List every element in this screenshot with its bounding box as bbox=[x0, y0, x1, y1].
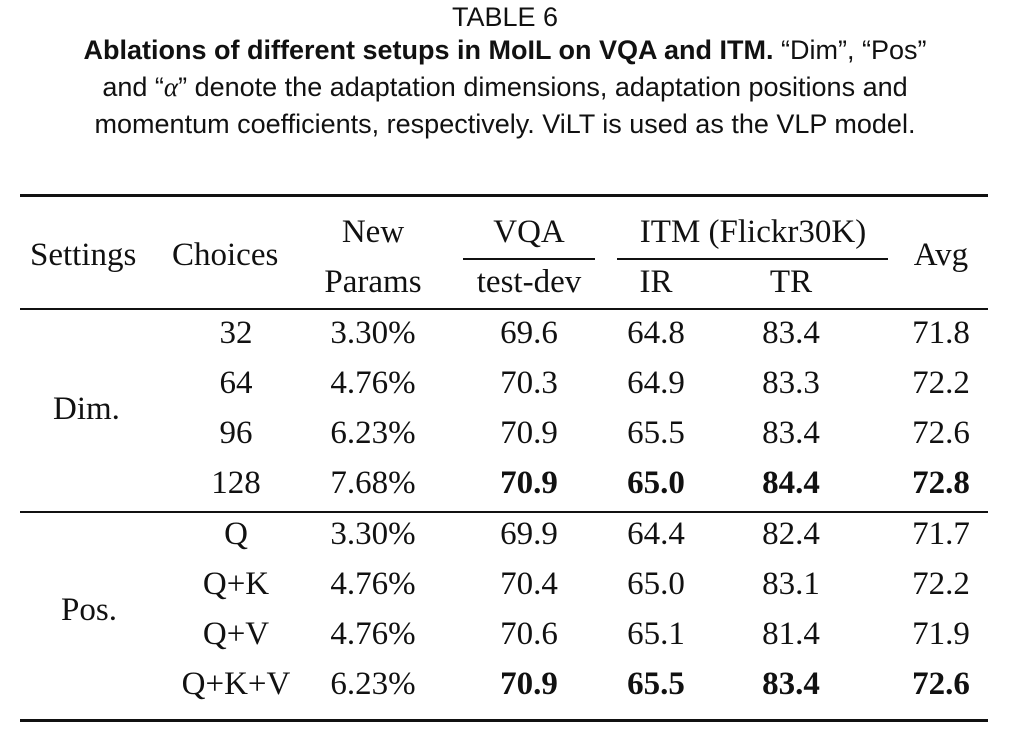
header-avg: Avg bbox=[913, 237, 969, 273]
group-separator-rule bbox=[20, 511, 988, 513]
table-caption: TABLE 6 Ablations of different setups in… bbox=[0, 0, 1010, 143]
cell-vqa: 70.9 bbox=[500, 666, 558, 702]
bottom-rule bbox=[20, 719, 988, 722]
cell-params: 6.23% bbox=[330, 415, 416, 451]
vqa-underline bbox=[463, 258, 595, 260]
header-test-dev: test-dev bbox=[476, 264, 582, 300]
cell-vqa: 69.6 bbox=[500, 315, 558, 351]
cell-choice: 128 bbox=[211, 465, 261, 501]
group-label-dim: Dim. bbox=[53, 391, 120, 427]
cell-params: 3.30% bbox=[330, 315, 416, 351]
caption-line2-pre: and “ bbox=[102, 72, 164, 102]
header-params: Params bbox=[324, 264, 422, 300]
cell-params: 6.23% bbox=[330, 666, 416, 702]
header-new: New bbox=[341, 214, 405, 250]
top-rule bbox=[20, 194, 988, 197]
cell-vqa: 70.3 bbox=[500, 365, 558, 401]
cell-ir: 64.4 bbox=[627, 516, 685, 552]
cell-vqa: 70.9 bbox=[500, 465, 558, 501]
cell-avg: 71.9 bbox=[912, 616, 970, 652]
cell-ir: 65.0 bbox=[627, 465, 685, 501]
cell-avg: 72.6 bbox=[912, 666, 970, 702]
cell-vqa: 70.6 bbox=[500, 616, 558, 652]
cell-tr: 84.4 bbox=[762, 465, 820, 501]
header-tr: TR bbox=[769, 264, 813, 300]
cell-ir: 65.1 bbox=[627, 616, 685, 652]
cell-avg: 72.2 bbox=[912, 365, 970, 401]
itm-underline bbox=[617, 258, 888, 260]
group-label-pos: Pos. bbox=[61, 592, 117, 628]
cell-avg: 72.2 bbox=[912, 566, 970, 602]
cell-params: 4.76% bbox=[330, 616, 416, 652]
cell-params: 4.76% bbox=[330, 365, 416, 401]
cell-avg: 71.7 bbox=[912, 516, 970, 552]
cell-vqa: 70.4 bbox=[500, 566, 558, 602]
cell-choice: Q+K bbox=[202, 566, 270, 602]
cell-choice: Q+V bbox=[202, 616, 270, 652]
caption-line1-rest: “Dim”, “Pos” bbox=[781, 35, 927, 65]
cell-params: 3.30% bbox=[330, 516, 416, 552]
cell-choice: Q+K+V bbox=[181, 666, 291, 702]
cell-tr: 83.4 bbox=[762, 315, 820, 351]
cell-tr: 83.4 bbox=[762, 415, 820, 451]
cell-ir: 65.5 bbox=[627, 415, 685, 451]
cell-choice: 96 bbox=[219, 415, 253, 451]
header-settings: Settings bbox=[30, 237, 137, 273]
cell-tr: 81.4 bbox=[762, 616, 820, 652]
cell-tr: 83.4 bbox=[762, 666, 820, 702]
cell-ir: 64.9 bbox=[627, 365, 685, 401]
cell-ir: 65.5 bbox=[627, 666, 685, 702]
cell-avg: 71.8 bbox=[912, 315, 970, 351]
header-itm: ITM (Flickr30K) bbox=[639, 214, 867, 250]
cell-ir: 65.0 bbox=[627, 566, 685, 602]
cell-tr: 83.1 bbox=[762, 566, 820, 602]
caption-line3: momentum coefficients, respectively. ViL… bbox=[94, 109, 916, 139]
caption-bold-title: Ablations of different setups in MoIL on… bbox=[83, 35, 774, 65]
cell-tr: 82.4 bbox=[762, 516, 820, 552]
header-ir: IR bbox=[639, 264, 673, 300]
caption-line2-post: ” denote the adaptation dimensions, adap… bbox=[178, 72, 908, 102]
table-label: TABLE 6 bbox=[451, 2, 559, 32]
cell-params: 7.68% bbox=[330, 465, 416, 501]
alpha-symbol: α bbox=[163, 72, 179, 102]
cell-vqa: 69.9 bbox=[500, 516, 558, 552]
cell-choice: 64 bbox=[219, 365, 253, 401]
header-vqa: VQA bbox=[493, 214, 565, 250]
cell-vqa: 70.9 bbox=[500, 415, 558, 451]
caption-text: Ablations of different setups in MoIL on… bbox=[0, 32, 1010, 143]
cell-tr: 83.3 bbox=[762, 365, 820, 401]
cell-choice: 32 bbox=[219, 315, 253, 351]
cell-params: 4.76% bbox=[330, 566, 416, 602]
cell-avg: 72.6 bbox=[912, 415, 970, 451]
cell-avg: 72.8 bbox=[912, 465, 970, 501]
header-rule bbox=[20, 308, 988, 310]
cell-choice: Q bbox=[224, 516, 248, 552]
cell-ir: 64.8 bbox=[627, 315, 685, 351]
header-choices: Choices bbox=[172, 237, 279, 273]
